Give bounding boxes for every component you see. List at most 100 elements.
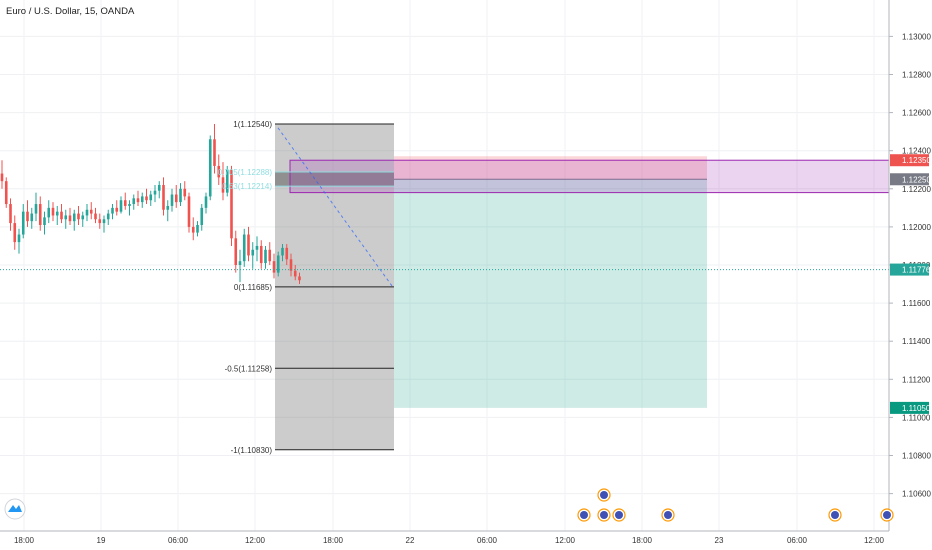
candle-body bbox=[166, 205, 170, 210]
price-label-pill bbox=[890, 154, 929, 167]
x-tick-label: 18:00 bbox=[323, 536, 344, 545]
fib-level-label: 0.63(1.12214) bbox=[222, 182, 272, 191]
price-label-text: 1.12350 bbox=[902, 156, 931, 165]
candle-body bbox=[217, 165, 221, 178]
y-tick-label: 1.12400 bbox=[902, 147, 931, 156]
candle-body bbox=[187, 196, 191, 227]
x-tick-label: 12:00 bbox=[555, 536, 576, 545]
candle-body bbox=[234, 238, 238, 265]
candle-body bbox=[157, 184, 161, 191]
candle-body bbox=[9, 204, 12, 224]
candle-body bbox=[115, 207, 119, 212]
candle-body bbox=[276, 255, 280, 273]
chart-grid bbox=[0, 0, 889, 531]
fib-level-label: -1(1.10830) bbox=[231, 446, 273, 455]
candle-body bbox=[170, 194, 174, 206]
candle-body bbox=[72, 213, 76, 222]
candle-body bbox=[26, 211, 29, 222]
x-tick-label: 18:00 bbox=[632, 536, 653, 545]
candle-body bbox=[81, 215, 85, 220]
candle-body bbox=[55, 211, 59, 216]
candle-body bbox=[102, 219, 106, 224]
y-tick-label: 1.11400 bbox=[902, 337, 931, 346]
candle-body bbox=[51, 207, 55, 216]
y-tick-label: 1.10600 bbox=[902, 490, 931, 499]
y-tick-label: 1.12600 bbox=[902, 109, 931, 118]
fib-golden-zone bbox=[275, 172, 394, 187]
chart-title: Euro / U.S. Dollar, 15, OANDA bbox=[6, 6, 135, 17]
candle-body bbox=[289, 259, 293, 271]
y-tick-label: 1.11200 bbox=[902, 375, 931, 384]
price-label-pill bbox=[890, 173, 929, 186]
candle-body bbox=[34, 204, 38, 214]
candle-body bbox=[264, 249, 267, 264]
x-tick-label: 12:00 bbox=[245, 536, 266, 545]
event-dot-icon bbox=[600, 511, 608, 519]
candle-body bbox=[149, 194, 153, 201]
candle-body bbox=[213, 139, 216, 166]
event-dot-icon bbox=[883, 511, 891, 519]
y-tick-label: 1.11600 bbox=[902, 299, 931, 308]
y-tick-label: 1.12800 bbox=[902, 70, 931, 79]
candle-body bbox=[94, 213, 97, 220]
candle-body bbox=[285, 247, 289, 260]
candle-body bbox=[106, 213, 110, 220]
price-label-pill bbox=[890, 263, 929, 276]
x-tick-label: 22 bbox=[406, 536, 415, 545]
candle-body bbox=[38, 204, 42, 225]
candle-body bbox=[43, 217, 46, 225]
price-label-text: 1.11776 bbox=[902, 266, 931, 275]
candle-body bbox=[47, 207, 51, 218]
candle-body bbox=[13, 223, 17, 243]
stop-loss-zone bbox=[394, 156, 707, 180]
event-dot-icon bbox=[831, 511, 839, 519]
candle-body bbox=[247, 234, 250, 256]
overlay-lines: 1(1.12540) 0.705(1.12288) 0.63(1.12214) 0(1… bbox=[0, 120, 889, 455]
candlestick-series bbox=[0, 124, 301, 285]
candle-body bbox=[200, 207, 204, 225]
x-tick-label: 23 bbox=[715, 536, 724, 545]
candle-body bbox=[132, 198, 136, 205]
candle-body bbox=[123, 200, 127, 206]
y-tick-label: 1.12000 bbox=[902, 223, 931, 232]
x-tick-label: 06:00 bbox=[168, 536, 189, 545]
candle-body bbox=[60, 211, 63, 220]
candle-body bbox=[153, 190, 157, 195]
candle-body bbox=[128, 204, 131, 206]
candle-body bbox=[119, 200, 123, 212]
candle-body bbox=[238, 261, 242, 265]
candle-body bbox=[64, 215, 68, 220]
y-tick-label: 1.13000 bbox=[902, 32, 931, 41]
candle-body bbox=[98, 219, 102, 224]
x-tick-label: 19 bbox=[97, 536, 106, 545]
candle-body bbox=[230, 169, 233, 239]
event-dot-icon bbox=[580, 511, 588, 519]
candle-body bbox=[255, 245, 259, 250]
x-tick-label: 06:00 bbox=[787, 536, 808, 545]
candle-body bbox=[204, 196, 208, 208]
economic-events[interactable] bbox=[4, 488, 894, 522]
candle-body bbox=[281, 247, 284, 256]
event-dot-icon bbox=[600, 491, 608, 499]
price-label-text: 1.12250 bbox=[902, 175, 931, 184]
candle-body bbox=[179, 188, 182, 203]
candle-body bbox=[111, 207, 114, 214]
event-dot-icon bbox=[615, 511, 623, 519]
event-dot-icon bbox=[664, 511, 672, 519]
y-tick-label: 1.12200 bbox=[902, 185, 931, 194]
candle-body bbox=[272, 261, 276, 273]
candle-body bbox=[242, 234, 246, 262]
candle-body bbox=[4, 181, 8, 205]
candle-body bbox=[298, 276, 301, 281]
logo-mountain-icon bbox=[8, 505, 22, 512]
candle-body bbox=[145, 196, 148, 201]
candle-body bbox=[17, 234, 21, 243]
x-tick-label: 06:00 bbox=[477, 536, 498, 545]
price-label-text: 1.11050 bbox=[902, 404, 931, 413]
candle-body bbox=[21, 211, 25, 235]
fib-level-label: 1(1.12540) bbox=[233, 120, 272, 129]
candle-body bbox=[85, 209, 89, 216]
y-tick-label: 1.11000 bbox=[902, 413, 931, 422]
supply-zone-rectangle bbox=[289, 159, 890, 194]
